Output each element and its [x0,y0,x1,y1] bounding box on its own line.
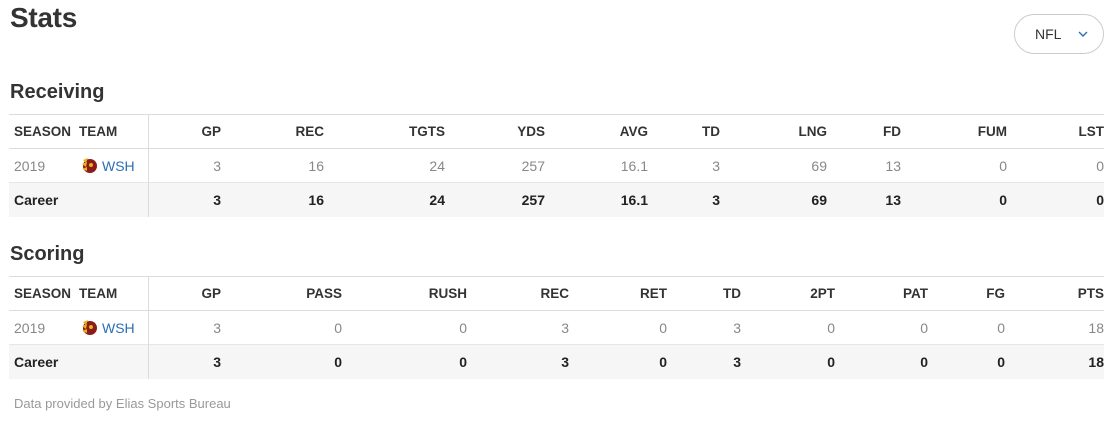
receiving-table: SEASON TEAM GP REC TGTS YDS AVG TD LNG F… [9,114,1104,217]
col-header[interactable]: TEAM [79,276,149,311]
team-cell [79,344,149,379]
league-select-value: NFL [1035,26,1062,42]
col-header[interactable]: FG [986,286,1005,301]
col-header[interactable]: TD [702,124,720,139]
stat-cell: 0 [1096,191,1104,208]
col-header[interactable]: PTS [1077,286,1104,301]
stat-cell: 3 [213,353,221,370]
stat-cell: 0 [920,319,928,336]
stat-cell: 3 [213,157,221,174]
stat-cell: 3 [561,319,569,336]
col-header[interactable]: 2PT [810,286,835,301]
stat-cell: 0 [999,157,1007,174]
stat-cell: 0 [920,353,928,370]
col-header[interactable]: GP [201,286,221,301]
stat-cell: 16 [308,191,324,208]
stat-cell: 257 [521,191,545,208]
col-header[interactable]: PASS [306,286,342,301]
col-header[interactable]: GP [201,124,221,139]
stat-cell: 16.1 [620,191,648,208]
scoring-table: SEASON TEAM GP PASS RUSH REC RET TD 2PT … [9,276,1104,379]
col-header[interactable]: RET [640,286,667,301]
scoring-header-row: SEASON TEAM GP PASS RUSH REC RET TD 2PT … [9,276,1104,311]
stat-cell: 13 [885,191,901,208]
stat-cell: 0 [827,319,835,336]
stat-cell: 69 [811,157,827,174]
stat-cell: 16 [308,157,324,174]
season-cell: 2019 [14,157,46,174]
stat-cell: 0 [459,319,467,336]
col-header[interactable]: TGTS [409,124,445,139]
stat-cell: 69 [811,191,827,208]
career-row: Career 3 16 24 257 16.1 3 69 13 0 0 [9,182,1104,217]
team-cell: WSH [79,310,149,345]
stat-cell: 3 [712,191,720,208]
col-header[interactable]: SEASON [14,286,72,301]
col-header[interactable]: FD [883,124,901,139]
col-header[interactable]: REC [540,286,569,301]
stat-cell: 3 [213,319,221,336]
stat-cell: 24 [429,191,445,208]
stat-cell: 0 [659,319,667,336]
receiving-title: Receiving [10,81,105,103]
stat-cell: 24 [429,157,445,174]
stat-cell: 0 [334,353,342,370]
data-attribution: Data provided by Elias Sports Bureau [14,396,231,411]
col-header[interactable]: FUM [977,124,1007,139]
stat-cell: 0 [459,353,467,370]
season-cell: 2019 [14,319,46,336]
col-header[interactable]: TEAM [79,114,149,149]
col-header[interactable]: AVG [619,124,648,139]
col-header[interactable]: YDS [517,124,545,139]
table-row: 2019 WSH 3 0 0 3 0 3 0 0 0 18 [9,310,1104,345]
league-select[interactable]: NFL [1014,14,1104,54]
team-logo-icon [82,157,97,173]
stat-cell: 3 [733,353,741,370]
career-label: Career [14,191,59,208]
receiving-header-row: SEASON TEAM GP REC TGTS YDS AVG TD LNG F… [9,114,1105,149]
col-header[interactable]: TD [723,286,741,301]
team-cell: WSH [79,148,149,183]
stat-cell: 13 [885,157,901,174]
stat-cell: 0 [827,353,835,370]
career-row: Career 3 0 0 3 0 3 0 0 0 18 [9,344,1104,379]
career-label: Career [14,353,59,370]
col-header[interactable]: REC [295,124,324,139]
col-header[interactable]: RUSH [428,286,467,301]
table-row: 2019 WSH 3 16 24 257 16.1 3 69 13 0 0 [9,148,1104,183]
stat-cell: 16.1 [620,157,648,174]
page-title: Stats [10,2,77,33]
stat-cell: 0 [334,319,342,336]
stat-cell: 3 [213,191,221,208]
team-logo-icon [82,319,97,335]
stat-cell: 0 [997,319,1005,336]
stat-cell: 0 [659,353,667,370]
stat-cell: 0 [997,353,1005,370]
col-header[interactable]: LNG [798,124,828,139]
stat-cell: 0 [999,191,1007,208]
team-link[interactable]: WSH [102,157,135,174]
col-header[interactable]: LST [1078,124,1105,139]
chevron-down-icon [1078,31,1088,37]
stat-cell: 18 [1088,353,1104,370]
scoring-title: Scoring [10,243,85,265]
stat-cell: 18 [1088,319,1104,336]
stat-cell: 257 [521,157,545,174]
team-link[interactable]: WSH [102,319,135,336]
col-header[interactable]: PAT [903,286,928,301]
stat-cell: 3 [733,319,741,336]
stat-cell: 3 [712,157,720,174]
stat-cell: 0 [1096,157,1104,174]
stat-cell: 3 [561,353,569,370]
team-cell [79,182,149,217]
col-header[interactable]: SEASON [14,124,72,139]
